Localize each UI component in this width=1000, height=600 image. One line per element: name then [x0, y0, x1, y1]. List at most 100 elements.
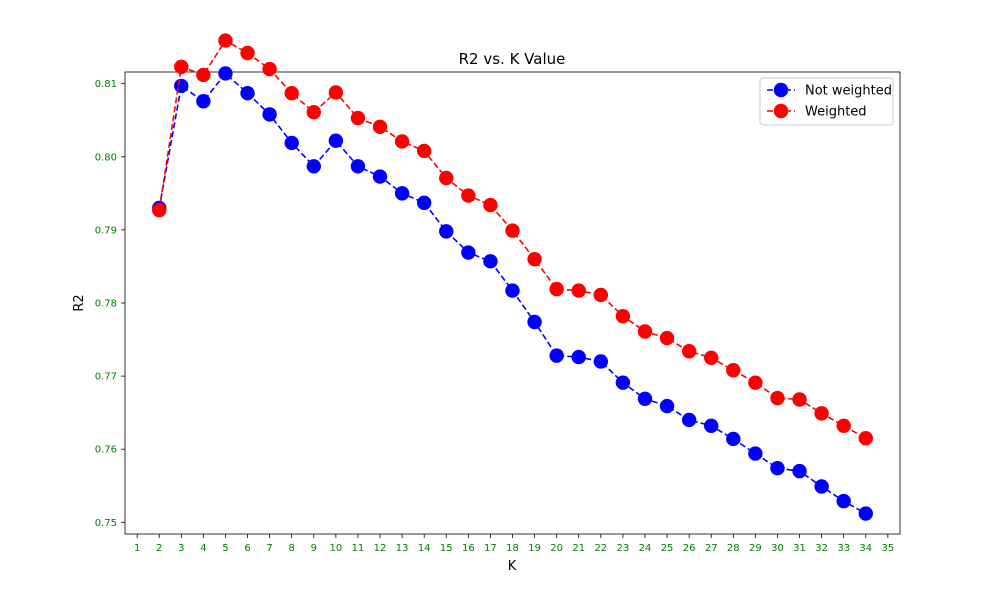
data-point-not-weighted: [615, 375, 631, 390]
data-point-not-weighted: [836, 493, 851, 509]
data-point-weighted: [284, 85, 299, 101]
data-point-not-weighted: [306, 159, 321, 174]
data-point-weighted: [681, 344, 697, 359]
y-tick-label: 0.75: [95, 518, 117, 529]
x-tick-label: 9: [311, 543, 317, 554]
x-tick-label: 29: [749, 543, 762, 554]
x-tick-label: 24: [639, 543, 652, 554]
data-point-not-weighted: [262, 107, 277, 122]
legend: Not weighted Weighted: [759, 77, 894, 126]
data-point-not-weighted: [461, 245, 476, 260]
data-point-not-weighted: [328, 133, 344, 148]
data-point-weighted: [659, 330, 675, 346]
data-point-weighted: [174, 59, 189, 75]
x-tick-label: 34: [859, 543, 872, 554]
data-point-weighted: [372, 119, 388, 135]
data-point-not-weighted: [704, 418, 719, 434]
y-tick-label: 0.80: [95, 152, 117, 163]
x-tick-label: 27: [705, 543, 718, 554]
data-point-not-weighted: [659, 398, 675, 414]
x-tick-label: 11: [352, 543, 365, 554]
data-point-not-weighted: [483, 254, 498, 269]
x-tick-label: 4: [200, 543, 206, 554]
legend-marker: [773, 103, 789, 119]
x-tick-label: 20: [550, 543, 563, 554]
x-tick-label: 1: [134, 543, 140, 554]
chart-title: R2 vs. K Value: [459, 50, 566, 68]
data-point-weighted: [218, 33, 233, 48]
data-point-weighted: [306, 105, 321, 120]
x-tick-label: 23: [617, 543, 630, 554]
data-point-weighted: [240, 45, 255, 61]
x-tick-label: 30: [771, 543, 784, 554]
data-point-weighted: [328, 85, 344, 100]
x-tick-label: 18: [506, 543, 519, 554]
x-tick-label: 7: [266, 543, 272, 554]
data-point-not-weighted: [350, 159, 366, 174]
data-point-not-weighted: [196, 94, 211, 109]
x-tick-label: 3: [178, 543, 184, 554]
data-point-weighted: [792, 392, 807, 407]
y-tick-label: 0.76: [95, 445, 117, 456]
data-point-weighted: [770, 390, 785, 406]
data-point-weighted: [704, 350, 719, 366]
data-point-not-weighted: [416, 195, 432, 211]
x-tick-label: 12: [374, 543, 387, 554]
data-point-not-weighted: [748, 446, 763, 461]
x-tick-label: 22: [594, 543, 607, 554]
legend-label: Not weighted: [805, 84, 892, 99]
data-point-weighted: [439, 170, 454, 186]
data-point-not-weighted: [240, 85, 255, 101]
x-tick-label: 13: [396, 543, 409, 554]
data-point-weighted: [858, 431, 873, 446]
y-axis-label: R2: [72, 294, 87, 311]
data-point-weighted: [615, 308, 631, 324]
data-point-not-weighted: [571, 349, 586, 365]
data-point-weighted: [350, 110, 366, 126]
data-point-weighted: [836, 418, 851, 434]
data-point-not-weighted: [792, 463, 807, 479]
plot-area: 1 2 3 4 5 6 7 8 9 10 11 12 13 14 15 16 17 18 19 20 21 22 23 24 2…: [95, 33, 901, 554]
data-point-weighted: [394, 134, 410, 149]
data-point-weighted: [527, 251, 542, 267]
x-tick-label: 26: [683, 543, 696, 554]
data-point-not-weighted: [284, 135, 299, 151]
y-tick-label: 0.77: [95, 372, 117, 383]
x-tick-label: 8: [289, 543, 295, 554]
data-point-not-weighted: [681, 412, 697, 428]
data-point-weighted: [483, 197, 498, 213]
data-point-weighted: [461, 188, 476, 203]
x-tick-label: 5: [222, 543, 228, 554]
x-tick-label: 16: [462, 543, 475, 554]
data-point-weighted: [637, 324, 653, 339]
x-axis-label: K: [508, 559, 517, 574]
data-point-weighted: [196, 67, 211, 83]
x-tick-label: 31: [793, 543, 806, 554]
y-tick-label: 0.81: [95, 79, 117, 90]
data-point-weighted: [152, 202, 167, 218]
x-tick-label: 15: [440, 543, 453, 554]
data-point-weighted: [549, 281, 564, 297]
data-point-not-weighted: [726, 431, 741, 447]
data-point-not-weighted: [439, 224, 454, 239]
data-point-not-weighted: [505, 283, 520, 298]
x-tick-label: 25: [661, 543, 674, 554]
data-point-not-weighted: [814, 479, 829, 494]
data-point-not-weighted: [549, 348, 564, 363]
x-tick-label: 14: [418, 543, 431, 554]
y-tick-label: 0.78: [95, 299, 117, 310]
x-tick-label: 21: [572, 543, 585, 554]
data-point-weighted: [593, 287, 609, 303]
x-tick-label: 6: [244, 543, 250, 554]
y-tick-label: 0.79: [95, 225, 117, 236]
x-tick-label: 32: [815, 543, 828, 554]
legend-label: Weighted: [805, 105, 867, 120]
data-point-not-weighted: [372, 169, 388, 184]
data-point-weighted: [726, 363, 741, 378]
legend-box: [759, 77, 894, 126]
x-tick-label: 2: [156, 543, 162, 554]
x-tick-label: 17: [484, 543, 497, 554]
legend-marker: [773, 82, 789, 98]
x-tick-label: 35: [881, 543, 894, 554]
x-tick-label: 28: [727, 543, 740, 554]
